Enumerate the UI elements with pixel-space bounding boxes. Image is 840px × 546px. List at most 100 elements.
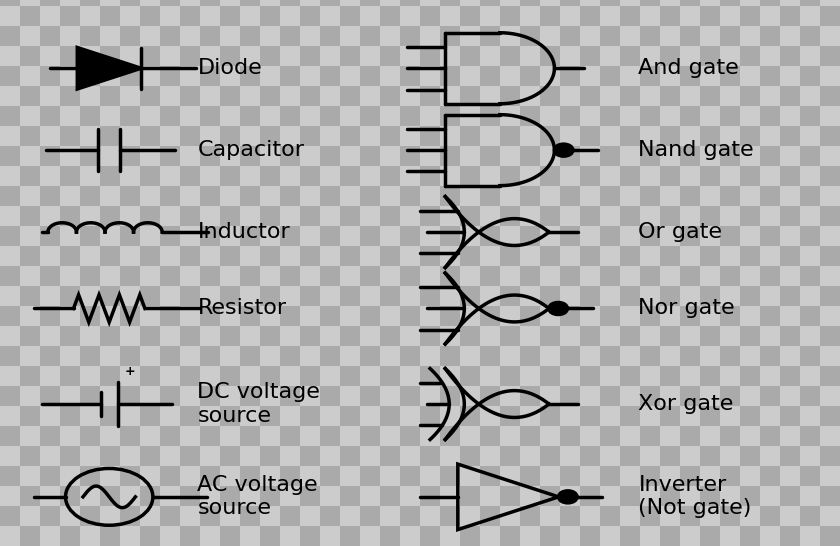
Bar	[820, 366, 840, 386]
Bar	[120, 426, 140, 446]
Bar	[640, 46, 660, 66]
Bar	[640, 206, 660, 226]
Bar	[660, 46, 680, 66]
Bar	[360, 246, 380, 266]
Bar	[520, 26, 540, 46]
Bar	[180, 386, 200, 406]
Bar	[680, 46, 700, 66]
Bar	[560, 286, 580, 306]
Bar	[820, 6, 840, 26]
Bar	[200, 226, 220, 246]
Bar	[380, 306, 400, 326]
Bar	[300, 466, 320, 486]
Bar	[540, 126, 560, 146]
Bar	[80, 246, 100, 266]
Bar	[760, 446, 780, 466]
Bar	[580, 306, 600, 326]
Bar	[300, 66, 320, 86]
Bar	[260, 506, 280, 526]
Bar	[80, 66, 100, 86]
Bar	[600, 146, 620, 166]
Bar	[20, 0, 40, 6]
Bar	[640, 126, 660, 146]
Bar	[300, 6, 320, 26]
Bar	[280, 226, 300, 246]
Bar	[140, 266, 160, 286]
Bar	[640, 246, 660, 266]
Bar	[540, 206, 560, 226]
Bar	[820, 226, 840, 246]
Bar	[520, 186, 540, 206]
Bar	[720, 526, 740, 546]
Bar	[780, 0, 800, 6]
Bar	[580, 426, 600, 446]
Bar	[600, 406, 620, 426]
Bar	[120, 226, 140, 246]
Bar	[580, 326, 600, 346]
Bar	[180, 46, 200, 66]
Bar	[520, 526, 540, 546]
Bar	[500, 446, 520, 466]
Bar	[120, 246, 140, 266]
Bar	[740, 466, 760, 486]
Bar	[100, 66, 120, 86]
Bar	[380, 86, 400, 106]
Bar	[740, 206, 760, 226]
Bar	[200, 386, 220, 406]
Bar	[740, 346, 760, 366]
Bar	[600, 186, 620, 206]
Bar	[440, 206, 460, 226]
Bar	[500, 126, 520, 146]
Bar	[460, 26, 480, 46]
Bar	[320, 406, 340, 426]
Bar	[180, 306, 200, 326]
Bar	[40, 146, 60, 166]
Bar	[80, 286, 100, 306]
Bar	[480, 126, 500, 146]
Bar	[340, 206, 360, 226]
Bar	[40, 366, 60, 386]
Bar	[40, 506, 60, 526]
Bar	[620, 446, 640, 466]
Bar	[740, 406, 760, 426]
Bar	[180, 106, 200, 126]
Bar	[100, 466, 120, 486]
Bar	[200, 26, 220, 46]
Bar	[400, 206, 420, 226]
Bar	[500, 286, 520, 306]
Bar	[540, 406, 560, 426]
Bar	[620, 6, 640, 26]
Bar	[0, 286, 20, 306]
Bar	[520, 226, 540, 246]
Bar	[660, 146, 680, 166]
Bar	[760, 6, 780, 26]
Bar	[440, 246, 460, 266]
Bar	[240, 166, 260, 186]
Bar	[740, 526, 760, 546]
Bar	[760, 0, 780, 6]
Bar	[740, 446, 760, 466]
Bar	[580, 346, 600, 366]
Bar	[580, 0, 600, 6]
Bar	[720, 426, 740, 446]
Bar	[180, 246, 200, 266]
Bar	[480, 286, 500, 306]
Bar	[80, 306, 100, 326]
Bar	[140, 0, 160, 6]
Bar	[260, 0, 280, 6]
Bar	[460, 506, 480, 526]
Bar	[320, 46, 340, 66]
Bar	[240, 246, 260, 266]
Bar	[0, 306, 20, 326]
Bar	[720, 486, 740, 506]
Bar	[600, 26, 620, 46]
Bar	[220, 106, 240, 126]
Bar	[660, 106, 680, 126]
Bar	[600, 166, 620, 186]
Bar	[680, 426, 700, 446]
Bar	[200, 286, 220, 306]
Bar	[400, 366, 420, 386]
Bar	[660, 266, 680, 286]
Bar	[820, 506, 840, 526]
Bar	[460, 486, 480, 506]
